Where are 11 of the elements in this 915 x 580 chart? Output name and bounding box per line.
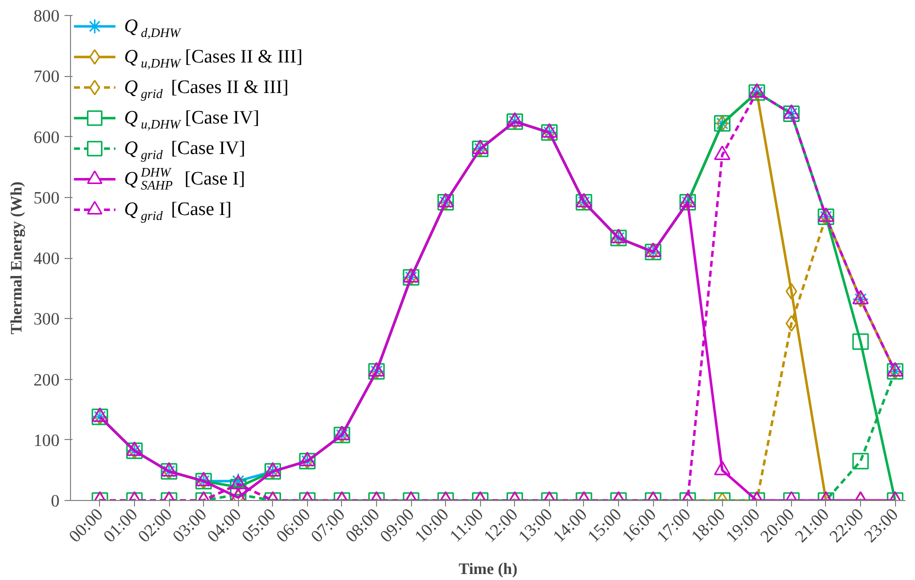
y-tick-label: 0 [50,492,60,510]
y-tick-label: 600 [34,128,60,147]
y-tick-label: 500 [34,188,60,208]
y-tick-label: 100 [34,430,60,450]
y-axis-title: Thermal Energy (Wh) [8,182,26,334]
y-tick-label: 700 [34,67,60,86]
y-tick-label: 200 [34,370,60,390]
y-tick-label: 800 [34,6,60,26]
y-tick-label: 400 [34,249,60,268]
x-axis-title: Time (h) [458,560,518,578]
y-tick-label: 300 [34,310,60,329]
